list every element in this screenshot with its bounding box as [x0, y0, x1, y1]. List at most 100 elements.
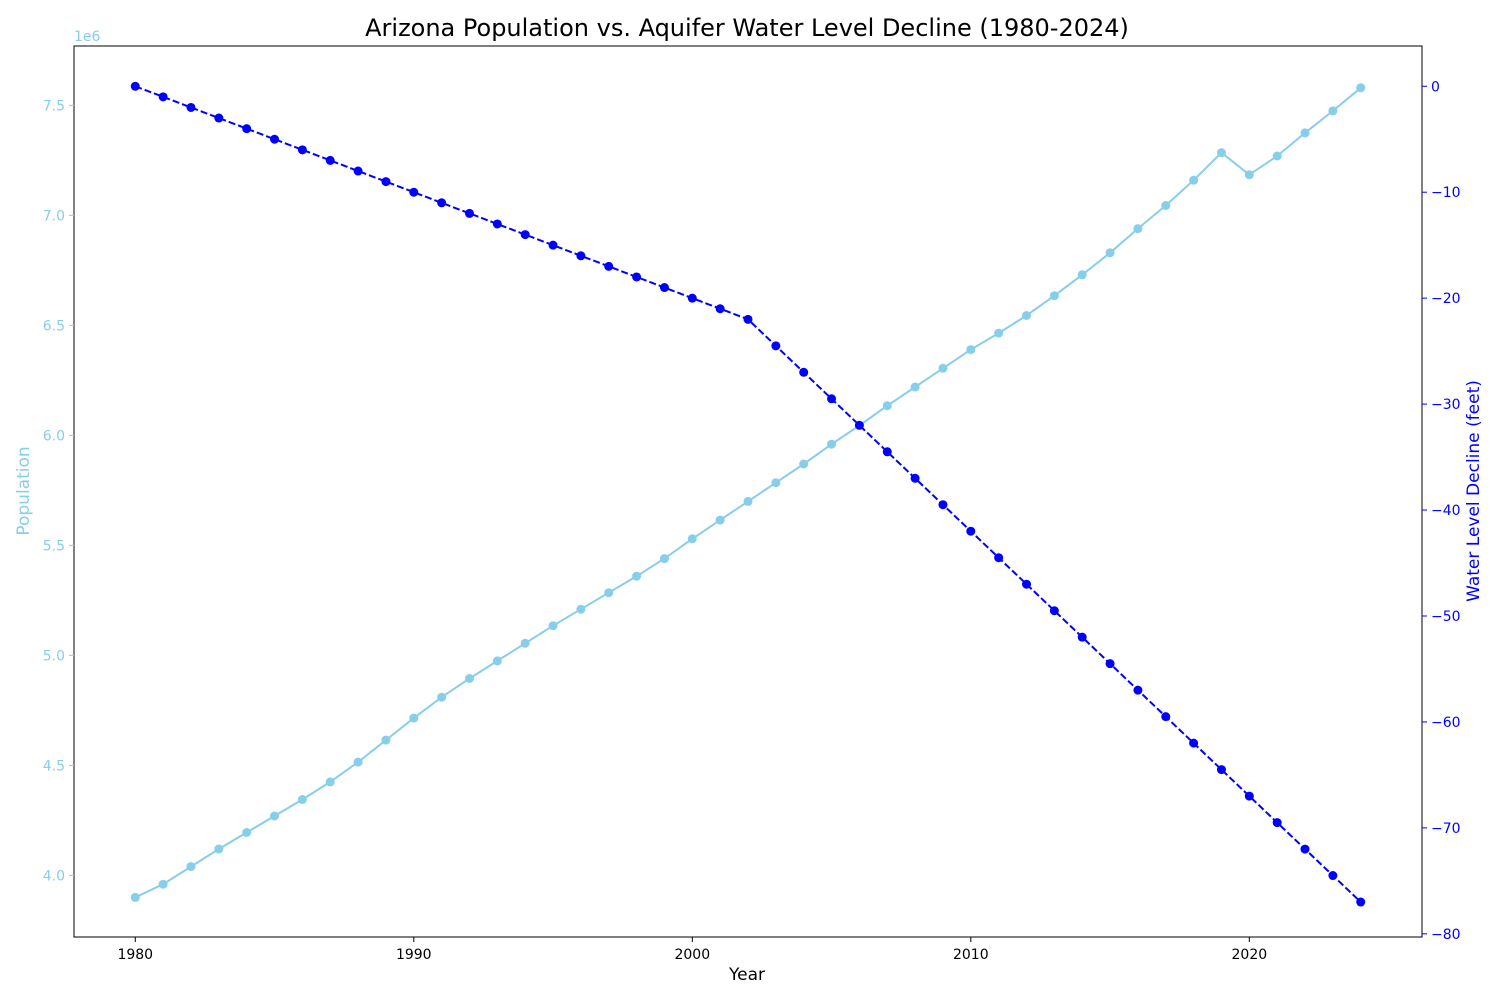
water-level-point	[1133, 685, 1143, 695]
left-y-tick-label: 7.0	[43, 208, 65, 224]
population-point	[1216, 148, 1226, 158]
water-level-point	[604, 261, 614, 271]
population-point	[464, 674, 474, 683]
left-y-tick-label: 7.5	[43, 98, 65, 114]
water-level-point	[910, 473, 920, 483]
right-y-tick-label: −50	[1431, 609, 1461, 625]
population-point	[548, 621, 558, 631]
water-level-point	[1105, 659, 1115, 669]
water-level-point	[576, 251, 586, 261]
population-point	[938, 363, 948, 373]
left-y-tick-label: 4.5	[43, 758, 65, 774]
right-y-tick-label: −20	[1431, 291, 1461, 307]
right-y-tick-label: −70	[1431, 821, 1461, 837]
population-point	[381, 735, 391, 745]
x-tick-label: 2020	[1232, 947, 1268, 963]
water-level-point	[632, 272, 642, 282]
plot-frame	[73, 45, 1423, 938]
population-point	[632, 571, 642, 581]
water-level-point	[1328, 871, 1338, 881]
left-y-tick-label: 5.5	[43, 538, 65, 554]
x-tick-label: 2010	[953, 947, 989, 963]
population-point	[771, 478, 781, 488]
left-y-tick-label: 6.0	[43, 428, 65, 444]
axes: 1980 1990 2000 2010 2020 4.0 4.5 5.0 5.5 6.0 6.5 7.…	[43, 45, 1461, 963]
population-point	[1328, 106, 1338, 116]
water-level-point	[464, 208, 474, 218]
water-level-point	[1244, 791, 1254, 801]
water-level-point	[1049, 606, 1059, 616]
population-point	[325, 777, 335, 787]
water-level-point	[966, 526, 976, 536]
water-level-point	[325, 155, 335, 165]
population-point	[186, 862, 196, 872]
population-point	[1049, 291, 1059, 301]
left-y-tick-label: 4.0	[43, 868, 65, 884]
population-point	[158, 879, 168, 889]
water-level-point	[158, 92, 168, 102]
population-point	[799, 459, 809, 469]
population-point	[743, 496, 753, 506]
population-point	[1272, 151, 1282, 161]
water-level-point	[353, 166, 363, 176]
population-point	[827, 439, 837, 449]
water-level-point	[214, 113, 224, 123]
population-point	[1244, 170, 1254, 180]
population-point	[576, 604, 586, 614]
plot-area	[130, 81, 1366, 907]
population-point	[242, 828, 252, 837]
left-axis-offset-text: 1e6	[74, 29, 101, 45]
water-level-point	[1216, 765, 1226, 775]
water-level-point	[1161, 712, 1171, 722]
population-point	[1356, 83, 1366, 93]
population-point	[353, 757, 363, 767]
population-point	[492, 656, 502, 666]
water-level-point	[799, 367, 809, 377]
water-level-point	[994, 553, 1004, 563]
water-level-point	[659, 283, 669, 293]
right-y-tick-label: −30	[1431, 397, 1461, 413]
population-point	[1161, 201, 1171, 210]
water-level-point	[437, 198, 447, 208]
left-y-tick-label: 6.5	[43, 318, 65, 334]
water-level-point	[1077, 632, 1087, 642]
water-level-point	[938, 500, 948, 510]
population-point	[604, 588, 614, 598]
population-point	[297, 795, 307, 804]
population-point	[437, 692, 447, 702]
population-point	[130, 892, 140, 902]
right-y-tick-label: 0	[1431, 79, 1440, 95]
population-point	[966, 345, 976, 355]
population-point	[882, 401, 892, 411]
water-level-point	[1189, 738, 1199, 748]
population-point	[1300, 128, 1310, 138]
water-level-point	[409, 187, 419, 197]
right-y-tick-label: −80	[1431, 927, 1461, 943]
population-point	[214, 844, 224, 854]
population-point	[994, 328, 1004, 338]
water-level-point	[882, 447, 892, 457]
water-level-point	[297, 145, 307, 155]
population-point	[715, 515, 725, 525]
population-point	[910, 382, 920, 392]
population-line	[134, 87, 1362, 899]
population-point	[1105, 248, 1115, 258]
water-level-point	[715, 304, 725, 314]
water-level-point	[186, 102, 196, 112]
population-point	[1077, 270, 1087, 280]
x-tick-label: 2000	[674, 947, 710, 963]
population-point	[520, 638, 530, 648]
water-level-point	[1356, 897, 1366, 907]
water-level-point	[1300, 844, 1310, 854]
water-level-point	[854, 420, 864, 430]
water-level-point	[381, 177, 391, 187]
chart-title: Arizona Population vs. Aquifer Water Lev…	[365, 14, 1129, 42]
population-point	[1022, 311, 1032, 320]
x-tick-label: 1990	[396, 947, 432, 963]
population-point	[270, 811, 280, 821]
x-axis-label: Year	[728, 965, 765, 985]
water-level-point	[743, 314, 753, 324]
right-y-tick-label: −10	[1431, 185, 1461, 201]
water-level-point	[520, 230, 530, 240]
